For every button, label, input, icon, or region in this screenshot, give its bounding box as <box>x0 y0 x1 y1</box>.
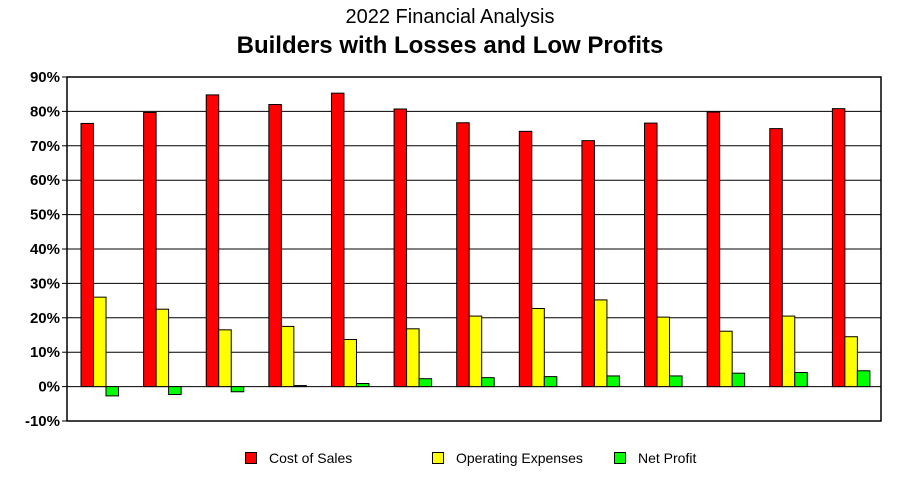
y-tick-label: 70% <box>30 138 60 155</box>
legend-item-net-profit: Net Profit <box>614 450 696 466</box>
bar <box>669 375 683 388</box>
legend-swatch-operating-expenses <box>432 452 444 464</box>
bar <box>468 315 483 388</box>
bar <box>656 316 671 388</box>
bar <box>205 94 220 388</box>
bar <box>343 338 357 388</box>
legend-label-net-profit: Net Profit <box>638 450 697 466</box>
y-tick-label: 30% <box>30 275 60 292</box>
bar <box>844 336 858 388</box>
chart-title: Builders with Losses and Low Profits <box>236 32 664 59</box>
bar <box>481 377 495 388</box>
bar <box>105 386 119 397</box>
bar <box>644 122 658 388</box>
bar <box>406 328 420 388</box>
y-tick-label: 50% <box>30 207 60 224</box>
bar <box>719 330 733 388</box>
y-tick-label: 40% <box>30 241 60 258</box>
legend-item-cost-of-sales: Cost of Sales <box>245 450 352 466</box>
bar <box>330 92 345 388</box>
bar <box>293 385 307 388</box>
legend-swatch-cost-of-sales <box>245 452 257 464</box>
bar <box>456 122 470 388</box>
legend-item-operating-expenses: Operating Expenses <box>432 450 583 466</box>
bar <box>831 108 846 388</box>
y-tick-label: 60% <box>30 172 60 189</box>
bar <box>731 372 746 388</box>
bar <box>593 299 608 388</box>
bar <box>581 140 595 388</box>
bar <box>393 108 408 388</box>
bar <box>280 325 295 388</box>
bar <box>769 128 783 388</box>
legend-swatch-net-profit <box>614 452 626 464</box>
bar <box>230 386 245 393</box>
bar <box>518 130 533 388</box>
bar <box>706 111 721 388</box>
bar <box>218 329 232 388</box>
bar <box>856 370 871 388</box>
chart-legend: Cost of Sales Operating Expenses Net Pro… <box>0 450 900 474</box>
chart-subtitle: 2022 Financial Analysis <box>345 6 555 28</box>
y-tick-label: 10% <box>30 344 60 361</box>
bar <box>155 308 170 388</box>
legend-label-cost-of-sales: Cost of Sales <box>269 450 353 466</box>
bar <box>531 308 545 388</box>
bar <box>543 376 558 388</box>
bar <box>418 378 433 388</box>
bar <box>606 375 620 388</box>
y-tick-label: -10% <box>25 413 60 430</box>
y-tick-label: 0% <box>38 379 60 396</box>
bar <box>794 371 808 388</box>
plot-border <box>66 76 882 422</box>
bar <box>93 296 107 388</box>
bar <box>781 315 796 388</box>
bar <box>268 104 282 388</box>
bar <box>80 122 94 388</box>
bar <box>168 386 182 396</box>
y-tick-label: 20% <box>30 310 60 327</box>
legend-label-operating-expenses: Operating Expenses <box>456 450 583 466</box>
y-tick-label: 80% <box>30 103 60 120</box>
bar <box>355 383 370 388</box>
bar <box>143 111 157 388</box>
y-tick-label: 90% <box>30 69 60 86</box>
